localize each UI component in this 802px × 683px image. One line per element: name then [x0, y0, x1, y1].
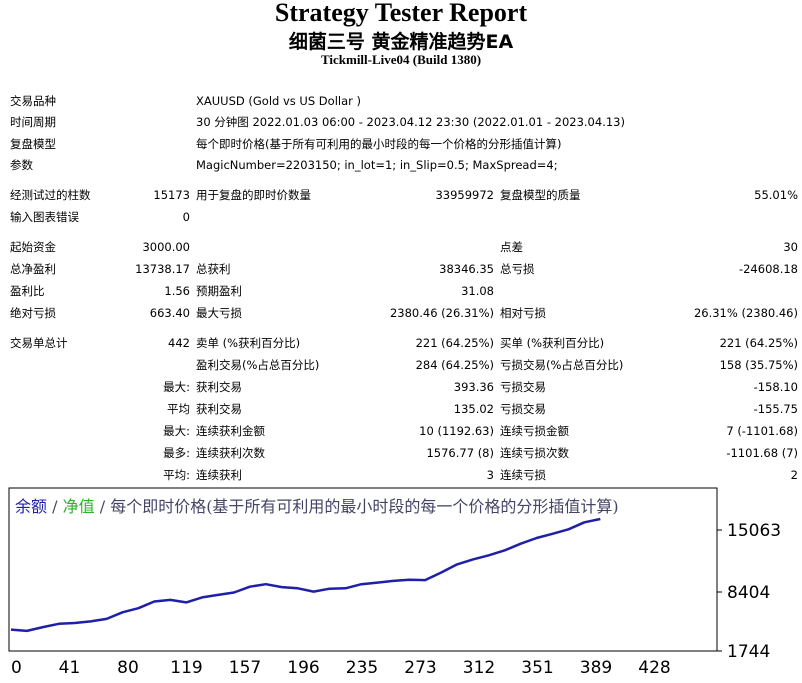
avg-cons-loss-value: 2	[790, 468, 798, 482]
y-tick-label: 1744	[727, 642, 770, 662]
period-label: 时间周期	[10, 115, 56, 129]
errors-label: 输入图表错误	[10, 210, 79, 224]
x-tick-label: 196	[287, 658, 319, 678]
x-tick-label: 351	[521, 658, 553, 678]
pf-value: 1.56	[164, 284, 190, 298]
loss-value: 158 (35.75%)	[719, 358, 798, 372]
trades-value: 442	[168, 336, 190, 350]
net-value: 13738.17	[135, 262, 190, 276]
bars-value: 15173	[153, 188, 190, 202]
y-tick-label: 15063	[727, 521, 781, 541]
largest-loss-value: -158.10	[753, 380, 798, 394]
y-tick-label: 8404	[727, 583, 770, 603]
plot-frame	[8, 487, 718, 652]
symbol-value: XAUUSD (Gold vs US Dollar )	[196, 94, 361, 108]
spread-label: 点差	[500, 240, 523, 254]
largest-win-label: 获利交易	[196, 380, 242, 394]
x-tick-label: 273	[404, 658, 436, 678]
errors-value: 0	[182, 210, 190, 224]
most-prefix: 最多:	[163, 446, 190, 460]
x-tick-label: 80	[117, 658, 139, 678]
ea-name: 细菌三号 黄金精准趋势EA	[288, 31, 514, 53]
gross-profit-value: 38346.35	[439, 262, 494, 276]
largest-win-value: 393.36	[453, 380, 494, 394]
spread-value: 30	[783, 240, 798, 254]
most-cons-loss-value: -1101.68 (7)	[726, 446, 798, 460]
avg-loss-value: -155.75	[753, 402, 798, 416]
legend-model: 每个即时价格(基于所有可利用的最小时段的每一个价格的分形插值计算)	[110, 497, 619, 516]
model-label: 复盘模型	[10, 137, 56, 151]
rel-dd-value: 26.31% (2380.46)	[693, 306, 798, 320]
long-label: 买单 (%获利百分比)	[500, 336, 605, 350]
legend-sep2: /	[100, 497, 106, 516]
ticks-value: 33959972	[435, 188, 494, 202]
report-title: Strategy Tester Report	[274, 0, 528, 27]
max-prefix: 最大:	[163, 380, 190, 394]
avg-loss-label: 亏损交易	[500, 402, 546, 416]
x-tick-label: 41	[59, 658, 81, 678]
max-cons-loss-label: 连续亏损金额	[500, 424, 569, 438]
most-cons-win-label: 连续获利次数	[196, 446, 265, 460]
max-cons-loss-value: 7 (-1101.68)	[726, 424, 798, 438]
gross-loss-label: 总亏损	[500, 262, 535, 276]
payoff-value: 31.08	[461, 284, 494, 298]
payoff-label: 预期盈利	[196, 284, 242, 298]
largest-loss-label: 亏损交易	[500, 380, 546, 394]
win-label: 盈利交易(%占总百分比)	[196, 358, 320, 372]
avg-cons-loss-label: 连续亏损	[500, 468, 546, 482]
most-cons-win-value: 1576.77 (8)	[426, 446, 494, 460]
series-line-balance	[10, 517, 601, 633]
balance-chart-svg: 余额 / 净值 / 每个即时价格(基于所有可利用的最小时段的每一个价格的分形插值…	[3, 486, 799, 679]
loss-label: 亏损交易(%占总百分比)	[500, 358, 624, 372]
avg-win-label: 获利交易	[196, 402, 242, 416]
deposit-label: 起始资金	[10, 240, 56, 254]
model-value: 每个即时价格(基于所有可利用的最小时段的每一个价格的分形插值计算)	[196, 137, 562, 151]
ticks-label: 用于复盘的即时价数量	[196, 188, 311, 202]
inputs-value: MagicNumber=2203150; in_lot=1; in_Slip=0…	[196, 158, 558, 172]
net-label: 总净盈利	[10, 262, 56, 276]
x-tick-label: 312	[463, 658, 495, 678]
symbol-label: 交易品种	[10, 94, 56, 108]
x-tick-label: 235	[346, 658, 378, 678]
long-value: 221 (64.25%)	[719, 336, 798, 350]
x-tick-label: 0	[11, 658, 22, 678]
max-dd-value: 2380.46 (26.31%)	[389, 306, 494, 320]
x-tick-label: 157	[229, 658, 261, 678]
pf-label: 盈利比	[10, 284, 45, 298]
legend-equity: 净值	[63, 497, 95, 516]
avg-prefix: 平均	[167, 402, 190, 416]
avg2-prefix: 平均:	[163, 468, 190, 482]
abs-dd-value: 663.40	[149, 306, 190, 320]
max-dd-label: 最大亏损	[196, 306, 242, 320]
deposit-value: 3000.00	[142, 240, 190, 254]
inputs-label: 参数	[10, 158, 33, 172]
win-value: 284 (64.25%)	[415, 358, 494, 372]
max2-prefix: 最大:	[163, 424, 190, 438]
short-label: 卖单 (%获利百分比)	[196, 336, 301, 350]
most-cons-loss-label: 连续亏损次数	[500, 446, 569, 460]
balance-chart: 余额 / 净值 / 每个即时价格(基于所有可利用的最小时段的每一个价格的分形插值…	[3, 486, 799, 679]
avg-win-value: 135.02	[453, 402, 494, 416]
legend-balance: 余额	[15, 497, 47, 516]
chart-legend: 余额 / 净值 / 每个即时价格(基于所有可利用的最小时段的每一个价格的分形插值…	[15, 497, 619, 516]
x-tick-label: 428	[638, 658, 670, 678]
max-cons-win-value: 10 (1192.63)	[419, 424, 494, 438]
period-value: 30 分钟图 2022.01.03 06:00 - 2023.04.12 23:…	[196, 115, 625, 129]
quality-value: 55.01%	[754, 188, 798, 202]
gross-loss-value: -24608.18	[738, 262, 798, 276]
gross-profit-label: 总获利	[196, 262, 231, 276]
avg-cons-win-value: 3	[486, 468, 494, 482]
rel-dd-label: 相对亏损	[500, 306, 546, 320]
x-tick-label: 119	[170, 658, 202, 678]
short-value: 221 (64.25%)	[415, 336, 494, 350]
legend-sep1: /	[52, 497, 58, 516]
avg-cons-win-label: 连续获利	[196, 468, 242, 482]
quality-label: 复盘模型的质量	[500, 188, 581, 202]
abs-dd-label: 绝对亏损	[10, 306, 56, 320]
max-cons-win-label: 连续获利金额	[196, 424, 265, 438]
server-build: Tickmill-Live04 (Build 1380)	[320, 52, 482, 67]
trades-label: 交易单总计	[10, 336, 68, 350]
x-tick-label: 389	[580, 658, 612, 678]
bars-label: 经测试过的柱数	[10, 188, 91, 202]
